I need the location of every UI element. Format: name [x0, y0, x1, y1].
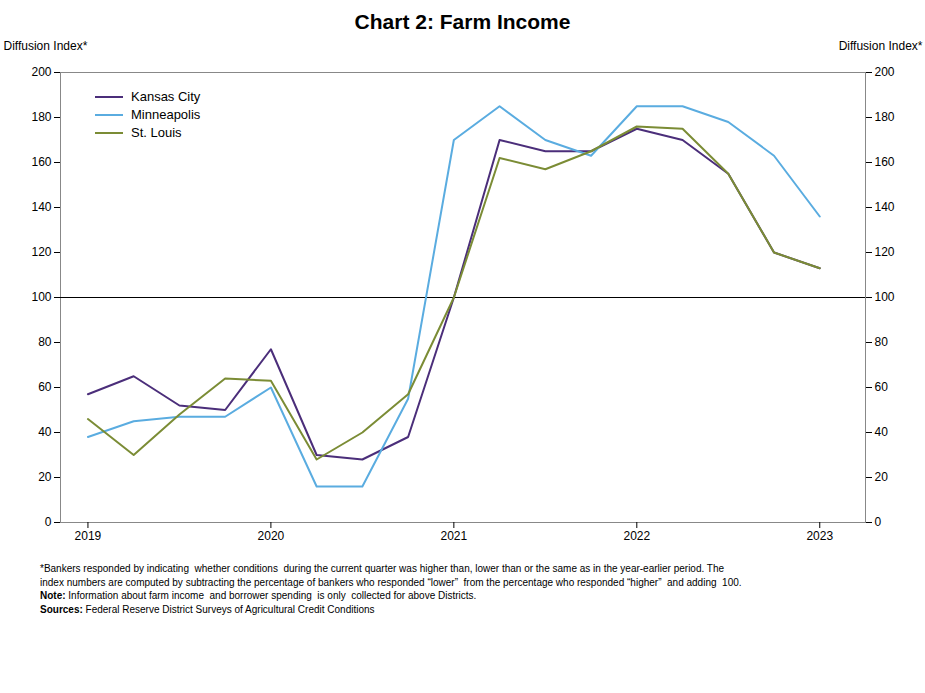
svg-text:180: 180 — [31, 110, 51, 124]
svg-text:0: 0 — [875, 515, 882, 529]
svg-text:2023: 2023 — [806, 529, 833, 543]
svg-text:80: 80 — [875, 335, 889, 349]
svg-text:0: 0 — [45, 515, 52, 529]
svg-text:200: 200 — [31, 65, 51, 79]
svg-text:160: 160 — [31, 155, 51, 169]
html-text:*Bankers responded by indicati: *Bankers responded by indicating whether… — [40, 563, 725, 574]
svg-text:20: 20 — [38, 470, 52, 484]
html-text:index numbers are computed by: index numbers are computed by subtractin… — [40, 576, 742, 588]
svg-text:2020: 2020 — [258, 529, 285, 543]
svg-text:40: 40 — [875, 425, 889, 439]
svg-text:140: 140 — [31, 200, 51, 214]
svg-text:Diffusion Index*: Diffusion Index* — [839, 39, 923, 53]
svg-text:40: 40 — [38, 425, 52, 439]
svg-text:200: 200 — [875, 65, 895, 79]
html-text:Note: Information about farm i: Note: Information about farm income and … — [40, 590, 477, 601]
html-text:Sources: Federal Reserve Distr: Sources: Federal Reserve District Survey… — [40, 603, 375, 615]
svg-text:100: 100 — [875, 290, 895, 304]
html-text:Chart 2: Farm Income: Chart 2: Farm Income — [354, 10, 571, 33]
svg-text:120: 120 — [31, 245, 51, 259]
svg-text:100: 100 — [31, 290, 51, 304]
svg-text:20: 20 — [875, 470, 889, 484]
svg-text:60: 60 — [38, 380, 52, 394]
svg-text:80: 80 — [38, 335, 52, 349]
svg-text:140: 140 — [875, 200, 895, 214]
html-text:St. Louis: St. Louis — [131, 125, 182, 140]
svg-text:2019: 2019 — [75, 529, 102, 543]
svg-text:Diffusion Index*: Diffusion Index* — [4, 39, 88, 53]
svg-text:180: 180 — [875, 110, 895, 124]
html-text:Minneapolis: Minneapolis — [131, 107, 201, 122]
html-text:Kansas City: Kansas City — [131, 89, 201, 104]
svg-text:120: 120 — [875, 245, 895, 259]
svg-text:60: 60 — [875, 380, 889, 394]
svg-text:2022: 2022 — [623, 529, 650, 543]
svg-text:2021: 2021 — [441, 529, 468, 543]
svg-text:160: 160 — [875, 155, 895, 169]
